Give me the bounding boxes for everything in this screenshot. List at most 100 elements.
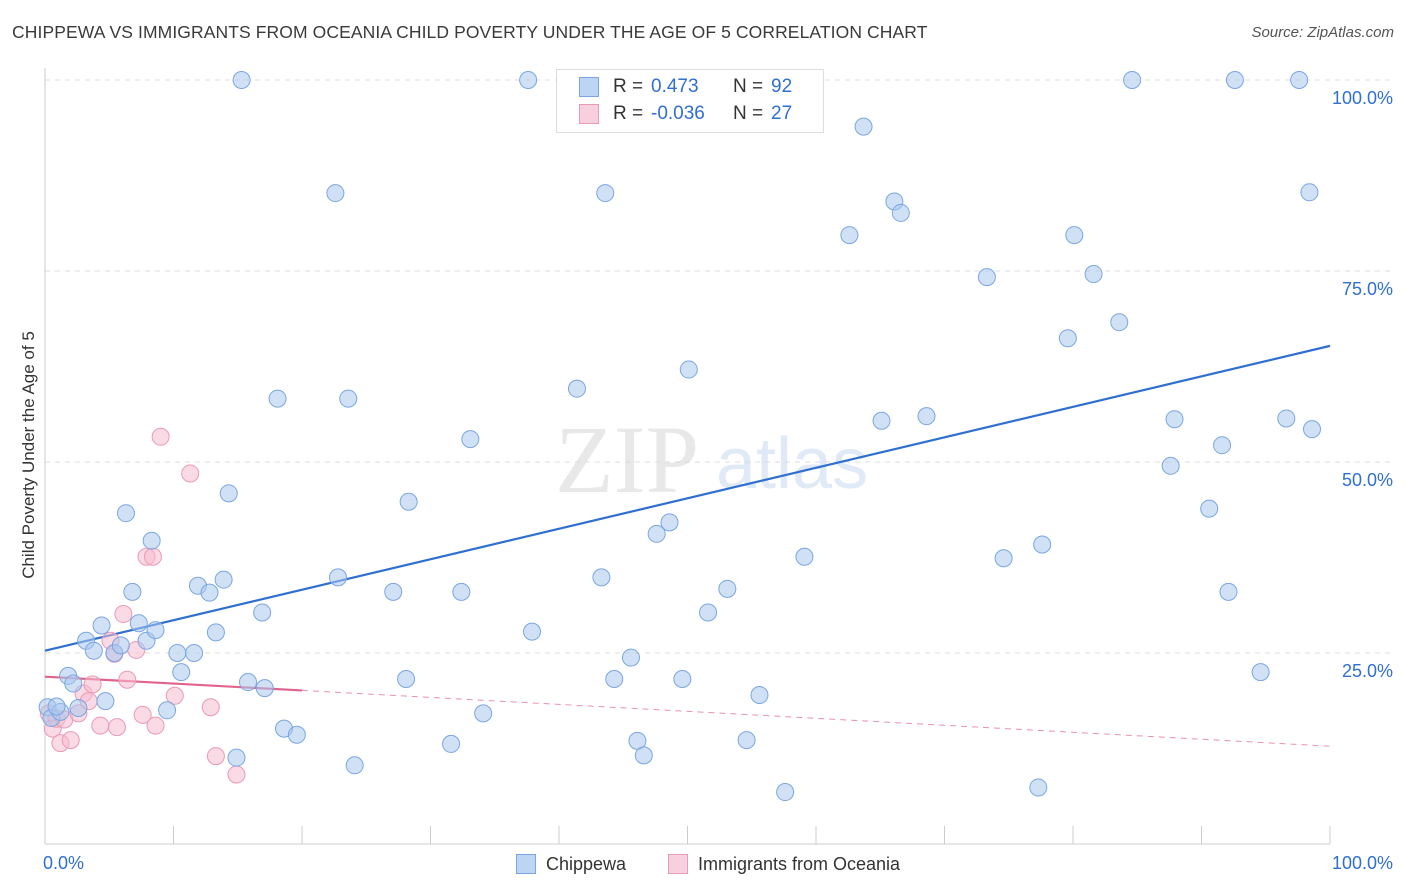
data-point-chippewa (214, 570, 233, 589)
data-point-oceania (114, 605, 133, 624)
data-point-chippewa (255, 679, 274, 698)
data-point-chippewa (977, 268, 996, 287)
bottom-legend-swatch-blue (516, 854, 536, 874)
data-point-chippewa (129, 614, 148, 633)
data-point-chippewa (64, 674, 83, 693)
legend-r-value: 0.473 (651, 76, 699, 97)
data-point-chippewa (1277, 409, 1296, 428)
data-point-chippewa (891, 203, 910, 222)
data-point-chippewa (326, 184, 345, 203)
trend-line-chippewa (44, 344, 1331, 652)
data-point-chippewa (840, 226, 859, 245)
series-chippewa (38, 71, 1322, 802)
bottom-legend-chippewa: Chippewa (516, 852, 626, 876)
data-point-chippewa (1110, 313, 1129, 332)
data-point-chippewa (339, 389, 358, 408)
watermark-atlas: atlas (716, 424, 868, 504)
data-point-chippewa (328, 568, 347, 587)
data-point-chippewa (268, 389, 287, 408)
data-point-chippewa (718, 579, 737, 598)
bottom-legend-swatch-pink (668, 854, 688, 874)
data-point-oceania (107, 718, 126, 737)
data-point-chippewa (69, 699, 88, 718)
legend-r-label: R = (613, 76, 644, 97)
data-point-chippewa (253, 603, 272, 622)
data-point-chippewa (673, 669, 692, 688)
data-point-chippewa (172, 663, 191, 682)
data-point-chippewa (1225, 71, 1244, 89)
data-point-oceania (201, 698, 220, 717)
data-point-chippewa (679, 360, 698, 379)
data-point-chippewa (795, 547, 814, 566)
data-point-chippewa (1161, 456, 1180, 475)
legend-r-label: R = (613, 103, 644, 124)
y-tick-label: 25.0% (1342, 661, 1393, 681)
legend-n-label: N = (733, 103, 764, 124)
data-point-chippewa (397, 669, 416, 688)
data-point-chippewa (854, 117, 873, 136)
data-point-chippewa (519, 71, 538, 89)
bottom-legend-label-chippewa: Chippewa (546, 853, 627, 874)
data-point-chippewa (287, 725, 306, 744)
legend-row-chippewa: R = 0.473 N = 92 (579, 74, 792, 100)
legend-n-value: 92 (771, 76, 793, 97)
data-point-chippewa (206, 623, 225, 642)
data-point-chippewa (1165, 410, 1184, 429)
watermark-zip: ZIP (555, 406, 699, 513)
data-point-chippewa (605, 669, 624, 688)
data-point-chippewa (185, 644, 204, 662)
data-point-chippewa (116, 504, 135, 523)
bottom-legend-oceania: Immigrants from Oceania (668, 852, 900, 876)
x-tick-label: 100.0% (1332, 853, 1393, 873)
data-point-chippewa (142, 531, 161, 550)
y-tick-label: 50.0% (1342, 470, 1393, 490)
data-point-oceania (91, 716, 110, 735)
data-point-chippewa (47, 697, 66, 716)
data-point-chippewa (872, 411, 891, 430)
data-point-chippewa (123, 582, 142, 601)
data-point-chippewa (1029, 778, 1048, 797)
data-point-chippewa (634, 746, 653, 765)
data-point-chippewa (84, 641, 103, 660)
series-immigrants-from-oceania (39, 427, 246, 784)
data-point-chippewa (232, 71, 251, 89)
data-point-oceania (206, 747, 225, 766)
data-point-oceania (118, 670, 137, 689)
data-point-chippewa (474, 704, 493, 723)
data-point-chippewa (384, 582, 403, 601)
data-point-chippewa (737, 731, 756, 750)
source-label: Source: ZipAtlas.com (1251, 24, 1394, 41)
data-point-oceania (146, 716, 165, 735)
data-point-chippewa (776, 783, 795, 802)
data-point-oceania (133, 705, 152, 724)
data-point-chippewa (994, 549, 1013, 568)
data-point-chippewa (523, 622, 542, 641)
chart-title: CHIPPEWA VS IMMIGRANTS FROM OCEANIA CHIL… (12, 22, 928, 42)
legend-swatch-blue (579, 77, 599, 97)
legend-n-value: 27 (771, 103, 793, 124)
data-point-chippewa (592, 568, 611, 587)
y-tick-labels: 25.0% 50.0% 75.0% 100.0% (1332, 88, 1393, 681)
data-point-chippewa (596, 184, 615, 203)
legend-row-oceania: R = -0.036 N = 27 (579, 101, 792, 127)
bottom-legend-label-oceania: Immigrants from Oceania (698, 853, 901, 874)
data-point-chippewa (442, 734, 461, 753)
data-point-chippewa (219, 484, 238, 503)
data-point-chippewa (917, 407, 936, 426)
watermark: ZIP atlas (555, 406, 868, 513)
y-tick-label: 75.0% (1342, 279, 1393, 299)
data-point-chippewa (1033, 535, 1052, 554)
data-point-chippewa (750, 686, 769, 705)
data-point-chippewa (1123, 71, 1142, 89)
data-point-chippewa (660, 513, 679, 532)
data-point-chippewa (567, 379, 586, 398)
data-point-chippewa (1084, 265, 1103, 284)
y-tick-label: 100.0% (1332, 88, 1393, 108)
data-point-chippewa (1290, 71, 1309, 89)
data-point-chippewa (1303, 420, 1322, 439)
x-tick-labels: 0.0% 100.0% (43, 853, 1393, 873)
legend-swatch-pink (579, 104, 599, 124)
data-point-oceania (227, 765, 246, 784)
data-point-chippewa (399, 492, 418, 511)
data-point-chippewa (1251, 663, 1270, 682)
